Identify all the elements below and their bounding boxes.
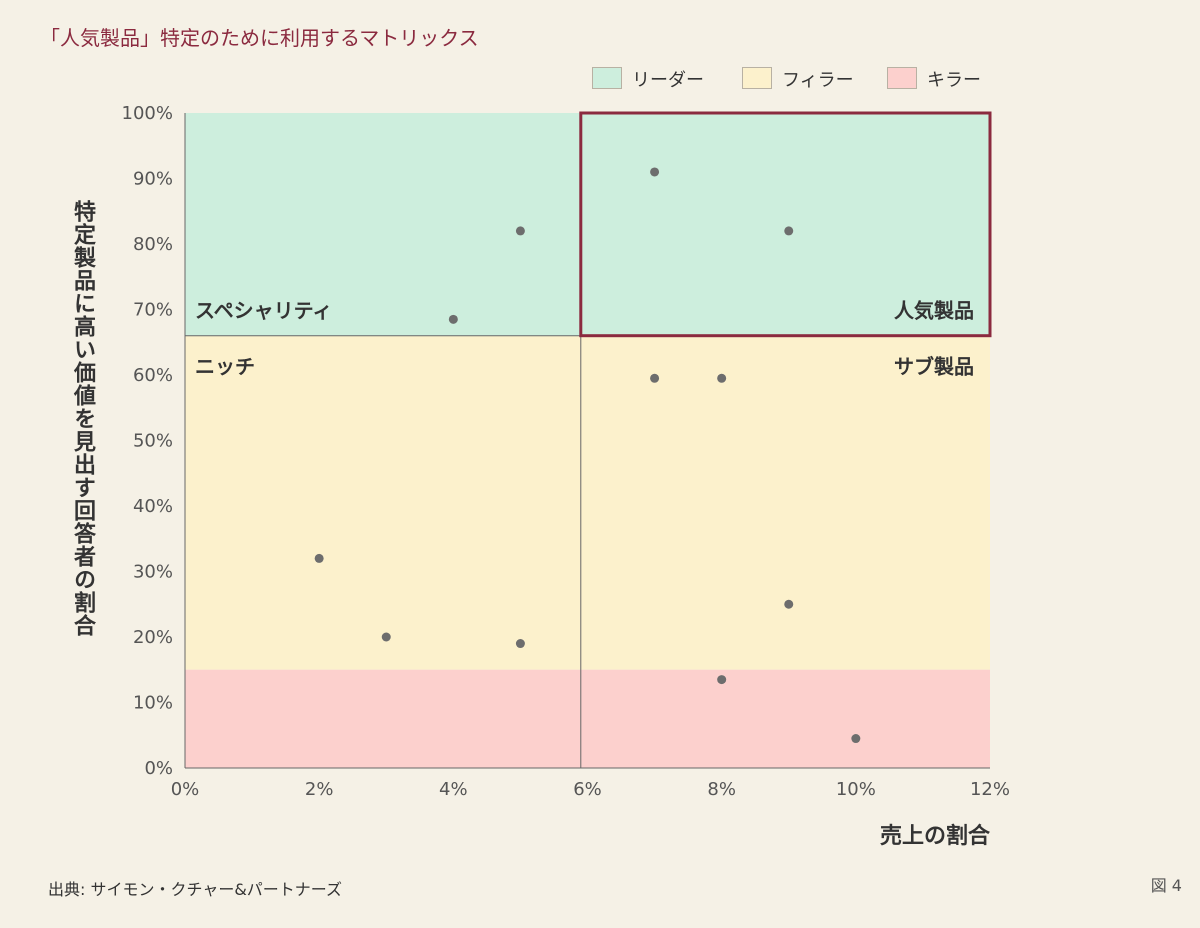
x-tick-label: 6% [573,779,602,800]
band-leader [185,113,990,336]
chart-title: 「人気製品」特定のために利用するマトリックス [40,26,479,50]
x-axis-label: 売上の割合 [879,824,990,849]
y-tick-label: 40% [133,496,173,517]
y-tick-label: 70% [133,300,173,321]
quadrant-label-middle-right: サブ製品 [894,355,974,379]
y-tick-label: 0% [144,758,173,779]
data-point [448,314,458,324]
y-tick-label: 100% [122,103,173,124]
data-point [515,226,525,236]
y-tick-label: 10% [133,693,173,714]
x-tick-label: 2% [305,779,334,800]
y-tick-label: 90% [133,169,173,190]
data-point [314,553,324,563]
source-note: 出典: サイモン・クチャー&パートナーズ [48,880,342,899]
legend-swatch-leader [592,67,622,89]
band-killer [185,669,990,768]
data-point [851,734,861,744]
x-tick-label: 8% [707,779,736,800]
data-point [784,599,794,609]
data-point [717,675,727,685]
y-tick-label: 20% [133,627,173,648]
data-point [717,373,727,383]
data-point [381,632,391,642]
band-filler [185,335,990,670]
data-point [784,226,794,236]
legend-label-filler: フィラー [782,70,854,91]
y-axis-label: 特定製品に高い価値を見出す回答者の割合 [70,200,95,637]
legend-swatch-filler [742,67,772,89]
popular-product-highlight [579,111,992,338]
x-tick-label: 10% [836,779,876,800]
x-tick-label: 4% [439,779,468,800]
quadrant-label-top-right: 人気製品 [894,299,974,323]
y-tick-label: 60% [133,365,173,386]
y-tick-label: 50% [133,431,173,452]
quadrant-label-top-left: スペシャリティ [195,299,332,323]
y-tick-label: 80% [133,234,173,255]
legend-label-leader: リーダー [632,70,704,91]
legend-label-killer: キラー [927,70,981,91]
data-point [650,167,660,177]
x-tick-label: 12% [970,779,1010,800]
data-point [515,639,525,649]
x-tick-label: 0% [171,779,200,800]
data-point [650,373,660,383]
quadrant-label-middle-left: ニッチ [195,355,255,379]
y-tick-label: 30% [133,562,173,583]
figure-label: 図 4 [1150,876,1182,895]
legend-swatch-killer [887,67,917,89]
